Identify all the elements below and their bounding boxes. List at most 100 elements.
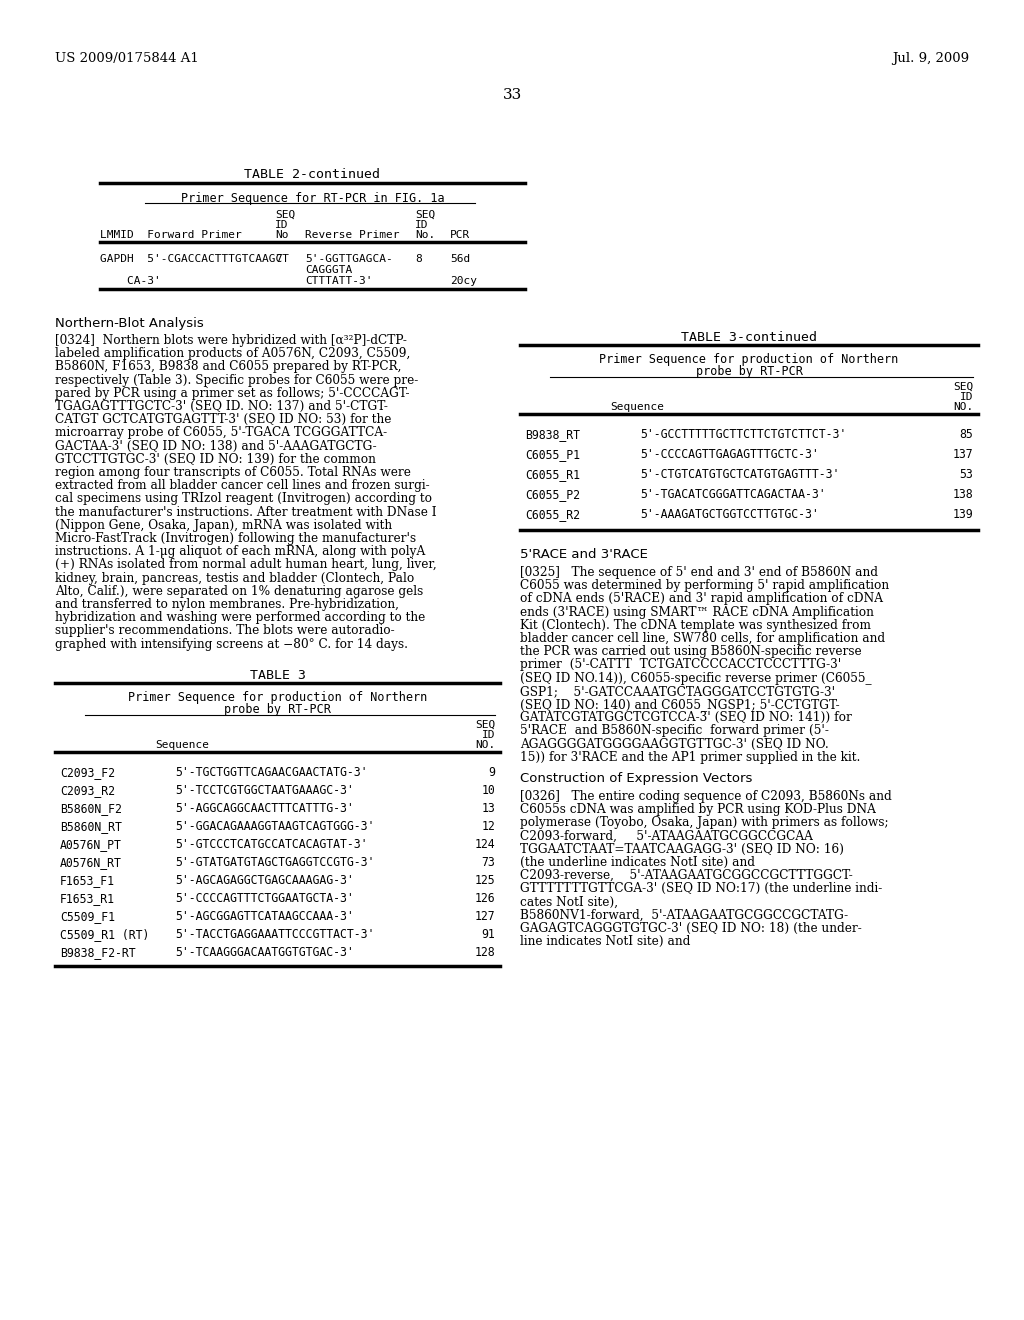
Text: 125: 125 [474,874,495,887]
Text: Primer Sequence for production of Northern: Primer Sequence for production of Northe… [128,690,427,704]
Text: GATATCGTATGGCTCGTCCA-3' (SEQ ID NO: 141)) for: GATATCGTATGGCTCGTCCA-3' (SEQ ID NO: 141)… [520,711,852,725]
Text: of cDNA ends (5'RACE) and 3' rapid amplification of cDNA: of cDNA ends (5'RACE) and 3' rapid ampli… [520,593,883,606]
Text: 5'-GCCTTTTTGCTTCTTCTGTCTTCT-3': 5'-GCCTTTTTGCTTCTTCTGTCTTCT-3' [640,428,846,441]
Text: AGAGGGGATGGGGAAGGTGTTGC-3' (SEQ ID NO.: AGAGGGGATGGGGAAGGTGTTGC-3' (SEQ ID NO. [520,738,828,751]
Text: 5'-GTCCCTCATGCCATCACAGTAT-3': 5'-GTCCCTCATGCCATCACAGTAT-3' [175,838,368,851]
Text: ID: ID [959,392,973,403]
Text: GAPDH  5'-CGACCACTTTGTCAAGCT: GAPDH 5'-CGACCACTTTGTCAAGCT [100,253,289,264]
Text: 10: 10 [481,784,495,797]
Text: C2093_F2: C2093_F2 [60,766,115,779]
Text: 5'-AAAGATGCTGGTCCTTGTGC-3': 5'-AAAGATGCTGGTCCTTGTGC-3' [640,508,819,521]
Text: 5'-AGCAGAGGCTGAGCAAAGAG-3': 5'-AGCAGAGGCTGAGCAAAGAG-3' [175,874,353,887]
Text: 5'-AGGCAGGCAACTTTCATTTG-3': 5'-AGGCAGGCAACTTTCATTTG-3' [175,801,353,814]
Text: B5860N_F2: B5860N_F2 [60,801,122,814]
Text: 91: 91 [481,928,495,941]
Text: 5'-AGCGGAGTTCATAAGCCAAA-3': 5'-AGCGGAGTTCATAAGCCAAA-3' [175,909,353,923]
Text: ID: ID [415,220,428,230]
Text: 73: 73 [481,855,495,869]
Text: C6055_R1: C6055_R1 [525,469,580,480]
Text: A0576N_RT: A0576N_RT [60,855,122,869]
Text: respectively (Table 3). Specific probes for C6055 were pre-: respectively (Table 3). Specific probes … [55,374,418,387]
Text: Sequence: Sequence [155,739,209,750]
Text: 8: 8 [415,253,422,264]
Text: (SEQ ID NO: 140) and C6055_NGSP1; 5'-CCTGTGT-: (SEQ ID NO: 140) and C6055_NGSP1; 5'-CCT… [520,698,840,711]
Text: Kit (Clontech). The cDNA template was synthesized from: Kit (Clontech). The cDNA template was sy… [520,619,871,632]
Text: 124: 124 [474,838,495,851]
Text: CAGGGTA: CAGGGTA [305,265,352,275]
Text: 5'-TACCTGAGGAAATTCCCGTTACT-3': 5'-TACCTGAGGAAATTCCCGTTACT-3' [175,928,375,941]
Text: instructions. A 1-μg aliquot of each mRNA, along with polyA: instructions. A 1-μg aliquot of each mRN… [55,545,425,558]
Text: 5'-TCAAGGGACAATGGTGTGAC-3': 5'-TCAAGGGACAATGGTGTGAC-3' [175,946,353,958]
Text: US 2009/0175844 A1: US 2009/0175844 A1 [55,51,199,65]
Text: 85: 85 [959,428,973,441]
Text: polymerase (Toyobo, Osaka, Japan) with primers as follows;: polymerase (Toyobo, Osaka, Japan) with p… [520,816,889,829]
Text: C6055_R2: C6055_R2 [525,508,580,521]
Text: C5509_F1: C5509_F1 [60,909,115,923]
Text: hybridization and washing were performed according to the: hybridization and washing were performed… [55,611,425,624]
Text: Primer Sequence for RT-PCR in FIG. 1a: Primer Sequence for RT-PCR in FIG. 1a [180,191,444,205]
Text: Alto, Calif.), were separated on 1% denaturing agarose gels: Alto, Calif.), were separated on 1% dena… [55,585,423,598]
Text: (+) RNAs isolated from normal adult human heart, lung, liver,: (+) RNAs isolated from normal adult huma… [55,558,437,572]
Text: C2093_R2: C2093_R2 [60,784,115,797]
Text: Sequence: Sequence [610,403,664,412]
Text: GTCCTTGTGC-3' (SEQ ID NO: 139) for the common: GTCCTTGTGC-3' (SEQ ID NO: 139) for the c… [55,453,376,466]
Text: SEQ: SEQ [475,719,495,730]
Text: C2093-forward,     5'-ATAAGAATGCGGCCGCAA: C2093-forward, 5'-ATAAGAATGCGGCCGCAA [520,829,813,842]
Text: and transferred to nylon membranes. Pre-hybridization,: and transferred to nylon membranes. Pre-… [55,598,399,611]
Text: PCR: PCR [450,230,470,240]
Text: (the underline indicates NotI site) and: (the underline indicates NotI site) and [520,855,755,869]
Text: NO.: NO. [475,739,495,750]
Text: [0324]  Northern blots were hybridized with [α³²P]-dCTP-: [0324] Northern blots were hybridized wi… [55,334,407,347]
Text: 5'-TGACATCGGGATTCAGACTAA-3': 5'-TGACATCGGGATTCAGACTAA-3' [640,488,825,502]
Text: region among four transcripts of C6055. Total RNAs were: region among four transcripts of C6055. … [55,466,411,479]
Text: 13: 13 [481,801,495,814]
Text: A0576N_PT: A0576N_PT [60,838,122,851]
Text: 33: 33 [503,88,521,102]
Text: Jul. 9, 2009: Jul. 9, 2009 [892,51,969,65]
Text: cates NotI site),: cates NotI site), [520,895,618,908]
Text: 126: 126 [474,892,495,904]
Text: F1653_R1: F1653_R1 [60,892,115,904]
Text: TGGAATCTAAT=TAATCAAGAGG-3' (SEQ ID NO: 16): TGGAATCTAAT=TAATCAAGAGG-3' (SEQ ID NO: 1… [520,842,844,855]
Text: 5'-GGTTGAGCA-: 5'-GGTTGAGCA- [305,253,393,264]
Text: 5'RACE and 3'RACE: 5'RACE and 3'RACE [520,548,648,561]
Text: Micro-FastTrack (Invitrogen) following the manufacturer's: Micro-FastTrack (Invitrogen) following t… [55,532,416,545]
Text: 5'-CTGTCATGTGCTCATGTGAGTTT-3': 5'-CTGTCATGTGCTCATGTGAGTTT-3' [640,469,840,480]
Text: bladder cancer cell line, SW780 cells, for amplification and: bladder cancer cell line, SW780 cells, f… [520,632,885,645]
Text: B5860NV1-forward,  5'-ATAAGAATGCGGCCGCTATG-: B5860NV1-forward, 5'-ATAAGAATGCGGCCGCTAT… [520,908,848,921]
Text: 127: 127 [474,909,495,923]
Text: B9838_F2-RT: B9838_F2-RT [60,946,135,958]
Text: TGAGAGTTTGCTC-3' (SEQ ID. NO: 137) and 5'-CTGT-: TGAGAGTTTGCTC-3' (SEQ ID. NO: 137) and 5… [55,400,388,413]
Text: C6055 was determined by performing 5' rapid amplification: C6055 was determined by performing 5' ra… [520,579,889,593]
Text: CA-3': CA-3' [100,276,161,286]
Text: primer  (5'-CATTT  TCTGATCCCCACCTCCCTTTG-3': primer (5'-CATTT TCTGATCCCCACCTCCCTTTG-3… [520,659,842,672]
Text: B5860N, F1653, B9838 and C6055 prepared by RT-PCR,: B5860N, F1653, B9838 and C6055 prepared … [55,360,401,374]
Text: probe by RT-PCR: probe by RT-PCR [695,366,803,378]
Text: 5'-TGCTGGTTCAGAACGAACTATG-3': 5'-TGCTGGTTCAGAACGAACTATG-3' [175,766,368,779]
Text: 20cy: 20cy [450,276,477,286]
Text: probe by RT-PCR: probe by RT-PCR [224,702,331,715]
Text: GSP1;    5'-GATCCAAATGCTAGGGATCCTGTGTG-3': GSP1; 5'-GATCCAAATGCTAGGGATCCTGTGTG-3' [520,685,836,698]
Text: Primer Sequence for production of Northern: Primer Sequence for production of Northe… [599,352,899,366]
Text: 53: 53 [959,469,973,480]
Text: GTTTTTTTGTTCGA-3' (SEQ ID NO:17) (the underline indi-: GTTTTTTTGTTCGA-3' (SEQ ID NO:17) (the un… [520,882,883,895]
Text: 5'-CCCCAGTTGAGAGTTTGCTC-3': 5'-CCCCAGTTGAGAGTTTGCTC-3' [640,447,819,461]
Text: (SEQ ID NO.14)), C6055-specific reverse primer (C6055_: (SEQ ID NO.14)), C6055-specific reverse … [520,672,871,685]
Text: GAGAGTCAGGGTGTGC-3' (SEQ ID NO: 18) (the under-: GAGAGTCAGGGTGTGC-3' (SEQ ID NO: 18) (the… [520,921,862,935]
Text: ID: ID [275,220,289,230]
Text: [0325]   The sequence of 5' end and 3' end of B5860N and: [0325] The sequence of 5' end and 3' end… [520,566,878,579]
Text: C6055_P2: C6055_P2 [525,488,580,502]
Text: 56d: 56d [450,253,470,264]
Text: LMMID  Forward Primer: LMMID Forward Primer [100,230,242,240]
Text: 12: 12 [481,820,495,833]
Text: Northern-Blot Analysis: Northern-Blot Analysis [55,317,204,330]
Text: graphed with intensifying screens at −80° C. for 14 days.: graphed with intensifying screens at −80… [55,638,408,651]
Text: extracted from all bladder cancer cell lines and frozen surgi-: extracted from all bladder cancer cell l… [55,479,430,492]
Text: (Nippon Gene, Osaka, Japan), mRNA was isolated with: (Nippon Gene, Osaka, Japan), mRNA was is… [55,519,392,532]
Text: C6055s cDNA was amplified by PCR using KOD-Plus DNA: C6055s cDNA was amplified by PCR using K… [520,803,876,816]
Text: 5'RACE  and B5860N-specific  forward primer (5'-: 5'RACE and B5860N-specific forward prime… [520,725,828,738]
Text: 138: 138 [952,488,973,502]
Text: cal specimens using TRIzol reagent (Invitrogen) according to: cal specimens using TRIzol reagent (Invi… [55,492,432,506]
Text: TABLE 2-continued: TABLE 2-continued [245,168,381,181]
Text: TABLE 3-continued: TABLE 3-continued [681,331,817,345]
